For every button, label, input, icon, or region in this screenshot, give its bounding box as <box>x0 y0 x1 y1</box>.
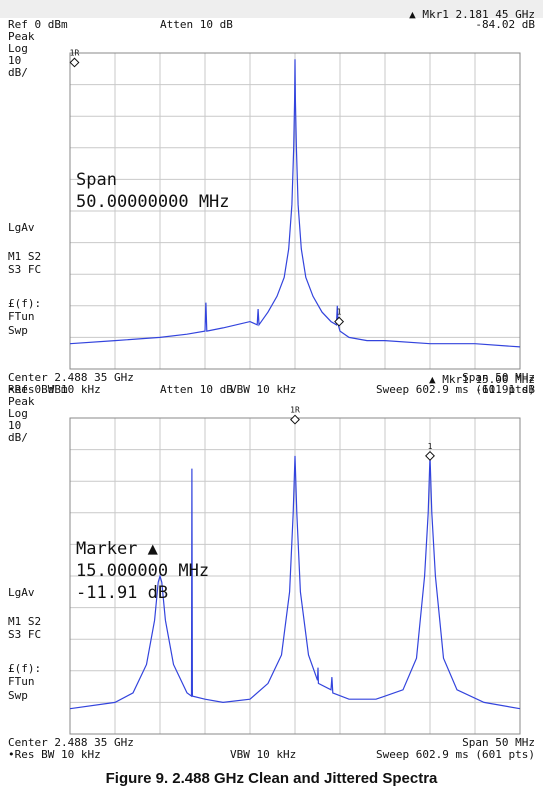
side-label: S3 FC <box>8 263 41 276</box>
attenuation: Atten 10 dB <box>160 383 233 396</box>
overlay-text: Marker ▲ <box>76 539 159 559</box>
attenuation: Atten 10 dB <box>160 18 233 31</box>
marker-diamond <box>425 450 435 461</box>
overlay-text: 50.00000000 MHz <box>76 192 230 212</box>
center-frequency: Center 2.488 35 GHz <box>8 736 134 749</box>
side-label: Peak <box>8 30 35 43</box>
marker-readout: ▲ Mkr1 15.00 MHz <box>429 373 535 386</box>
res-bw: •Res BW 10 kHz <box>8 748 101 760</box>
side-label: LgAv <box>8 221 35 234</box>
side-label: Swp <box>8 324 28 337</box>
span-label: Span 50 MHz <box>462 371 535 384</box>
ref-level: Ref 0 dBm <box>8 383 68 396</box>
overlay-text: 15.000000 MHz <box>76 561 209 581</box>
side-label: LgAv <box>8 586 35 599</box>
spectrum-analyzer-display: ▲ Mkr1 2.181 45 GHz Ref 0 dBm Atten 10 dB -… <box>8 8 535 760</box>
figure-caption: Figure 9. 2.488 GHz Clean and Jittered S… <box>105 770 438 787</box>
marker-diamond <box>290 414 300 425</box>
side-label: FTun <box>8 675 35 688</box>
marker-label: 1 <box>428 442 433 451</box>
overlay-text: Span <box>76 170 117 190</box>
marker-label: 1R <box>290 406 300 415</box>
center-frequency: Center 2.488 35 GHz <box>8 371 134 384</box>
marker-label: 1R <box>70 48 80 57</box>
side-label: S3 FC <box>8 628 41 641</box>
marker-delta-value: -11.91 dB <box>475 383 535 396</box>
side-label: dB/ <box>8 66 28 79</box>
side-label: dB/ <box>8 431 28 444</box>
side-label: £(f): <box>8 297 41 310</box>
res-bw: •Res BW 10 kHz <box>8 383 101 396</box>
side-label: M1 S2 <box>8 250 41 263</box>
sweep-time: Sweep 602.9 ms (601 pts) <box>376 748 535 760</box>
vbw: VBW 10 kHz <box>230 748 296 760</box>
graticule-frame <box>69 52 521 370</box>
top-strip <box>0 0 543 18</box>
side-label: Peak <box>8 395 35 408</box>
ref-level: Ref 0 dBm <box>8 18 68 31</box>
marker-diamond <box>334 316 345 327</box>
marker-diamond <box>69 57 80 68</box>
marker-readout: ▲ Mkr1 2.181 45 GHz <box>409 8 535 21</box>
side-label: Log <box>8 407 28 420</box>
vbw: VBW 10 kHz <box>230 383 296 396</box>
span-label: Span 50 MHz <box>462 736 535 749</box>
side-label: 10 <box>8 54 21 67</box>
side-label: 10 <box>8 419 21 432</box>
side-label: Swp <box>8 689 28 702</box>
spectrum-trace <box>69 455 521 710</box>
marker-delta-value: -84.02 dB <box>475 18 535 31</box>
overlay-text: -11.91 dB <box>76 583 168 603</box>
side-label: Log <box>8 42 28 55</box>
side-label: M1 S2 <box>8 615 41 628</box>
side-label: FTun <box>8 310 35 323</box>
spectrum-trace <box>69 59 521 348</box>
sweep-time: Sweep 602.9 ms (601 pts) <box>376 383 535 396</box>
marker-label: 1 <box>337 308 342 317</box>
side-label: £(f): <box>8 662 41 675</box>
